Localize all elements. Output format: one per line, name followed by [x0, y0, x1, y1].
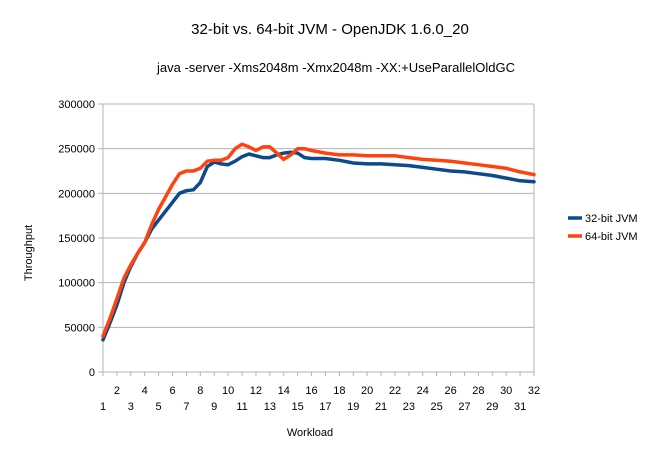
x-tick-label: 9 — [211, 401, 217, 413]
x-tick-label: 31 — [514, 401, 526, 413]
legend: 32-bit JVM 64-bit JVM — [568, 213, 638, 243]
y-tick-label: 300000 — [58, 99, 95, 111]
chart-subtitle: java -server -Xms2048m -Xmx2048m -XX:+Us… — [156, 60, 515, 75]
x-tick-label: 29 — [486, 401, 498, 413]
x-tick-label: 2 — [114, 385, 120, 397]
grid-lines — [103, 103, 534, 373]
y-tick-labels: 0 50000 100000 150000 200000 250000 300000 — [58, 99, 95, 379]
x-tick-label: 6 — [169, 385, 175, 397]
x-tick-label: 4 — [142, 385, 148, 397]
y-tick-label: 0 — [89, 367, 95, 379]
x-tick-label: 13 — [264, 401, 276, 413]
series-line-2 — [101, 142, 536, 339]
x-tick-label: 20 — [361, 385, 373, 397]
x-tick-label: 5 — [156, 401, 162, 413]
y-tick-label: 150000 — [58, 233, 95, 245]
x-tick-label: 16 — [305, 385, 317, 397]
series-line-1 — [101, 150, 536, 342]
y-axis-label: Throughput — [23, 225, 35, 281]
x-tick-label: 1 — [100, 401, 106, 413]
x-tick-label: 21 — [375, 401, 387, 413]
x-tick-label: 26 — [444, 385, 456, 397]
x-tick-label: 10 — [222, 385, 234, 397]
y-tick-label: 200000 — [58, 188, 95, 200]
x-tick-label: 27 — [458, 401, 470, 413]
x-tick-label: 23 — [403, 401, 415, 413]
x-tick-label: 30 — [500, 385, 512, 397]
x-tick-label: 7 — [183, 401, 189, 413]
y-tick-label: 50000 — [64, 322, 95, 334]
x-tick-label: 19 — [347, 401, 359, 413]
x-tick-label: 28 — [472, 385, 484, 397]
x-tick-label: 25 — [431, 401, 443, 413]
series-lines — [101, 142, 536, 342]
legend-label: 64-bit JVM — [585, 231, 638, 243]
x-tick-label: 14 — [278, 385, 290, 397]
x-axis-label: Workload — [287, 427, 333, 439]
legend-label: 32-bit JVM — [585, 213, 638, 225]
axes — [98, 103, 535, 376]
x-tick-label: 15 — [292, 401, 304, 413]
y-tick-label: 100000 — [58, 278, 95, 290]
x-tick-label: 3 — [128, 401, 134, 413]
x-tick-label: 24 — [417, 385, 429, 397]
x-tick-label: 8 — [197, 385, 203, 397]
y-tick-label: 250000 — [58, 144, 95, 156]
x-tick-label: 11 — [236, 401, 247, 413]
x-tick-label: 18 — [333, 385, 345, 397]
x-tick-label: 17 — [319, 401, 331, 413]
chart-title: 32-bit vs. 64-bit JVM - OpenJDK 1.6.0_20 — [191, 21, 469, 38]
x-tick-label: 32 — [528, 385, 540, 397]
x-tick-labels: 2 4 6 8 10 12 14 16 18 20 22 24 26 28 30 321 3 5 7 9 11 13 15 1… — [100, 385, 540, 413]
x-tick-label: 22 — [389, 385, 401, 397]
x-tick-label: 12 — [250, 385, 262, 397]
